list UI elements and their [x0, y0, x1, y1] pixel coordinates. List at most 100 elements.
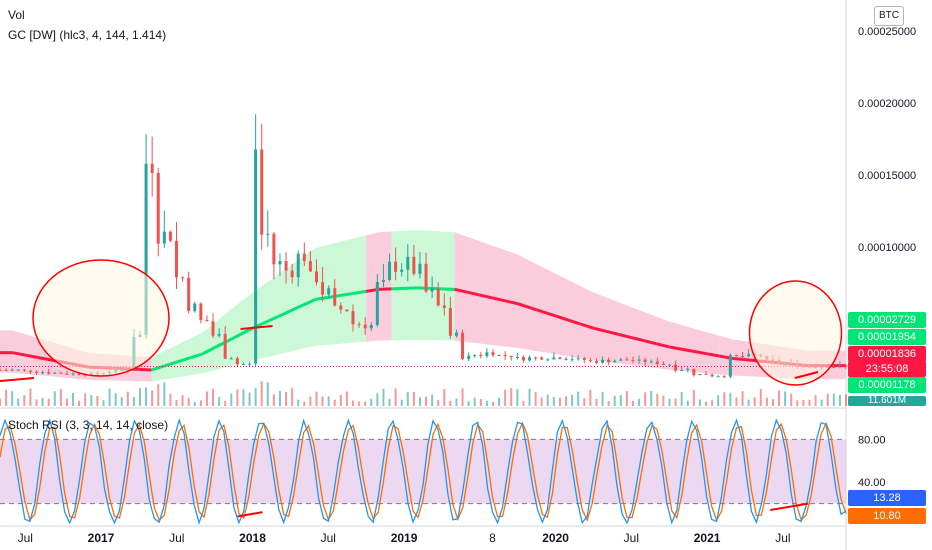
currency-badge[interactable]: BTC	[874, 6, 904, 26]
volume-bar	[0, 398, 1, 406]
stoch-d-label: 10.80	[848, 508, 926, 524]
candle-body	[582, 358, 586, 361]
candle-body	[369, 325, 373, 329]
volume-bar	[711, 400, 714, 406]
candle-body	[77, 373, 81, 375]
gc-band-segment	[454, 232, 468, 343]
gc-band-segment	[176, 338, 190, 378]
stoch-d-line	[0, 421, 847, 523]
candle-body	[747, 354, 751, 357]
candle-body	[601, 359, 605, 363]
volume-bar	[546, 394, 549, 406]
stoch-tick-label: 80.00	[858, 434, 886, 446]
candle-body	[521, 356, 525, 361]
stoch-tick-label: 40.00	[858, 477, 886, 489]
volume-bar	[741, 391, 744, 406]
volume-bar	[218, 396, 221, 406]
volume-bar	[11, 391, 14, 406]
candle-body	[223, 333, 227, 359]
candle-body	[503, 355, 507, 357]
volume-bar	[382, 388, 385, 406]
volume-bar	[717, 395, 720, 406]
volume-bar	[674, 398, 677, 406]
candle-body	[430, 288, 434, 292]
candle-body	[394, 261, 398, 272]
volume-bar	[212, 388, 215, 406]
price-tick-label: 0.00025000	[858, 26, 917, 38]
volume-bar	[72, 392, 75, 406]
gc-band-segment	[694, 328, 708, 374]
candle-body	[546, 359, 550, 361]
candle-body	[412, 256, 416, 274]
candle-body	[217, 333, 221, 336]
candle-body	[211, 321, 215, 336]
gc-basis-segment	[289, 303, 304, 313]
candle-body	[570, 359, 574, 361]
gc-basis-segment	[479, 293, 493, 300]
volume-bar	[205, 391, 208, 406]
candle-body	[357, 324, 361, 326]
gc-basis-segment	[732, 356, 746, 362]
gc-band-segment	[202, 322, 215, 374]
volume-bar	[224, 401, 227, 406]
legend-gc[interactable]: GC [DW] (hlc3, 4, 144, 1.414)	[8, 28, 167, 42]
volume-bar	[747, 399, 750, 406]
gc-basis-segment	[24, 353, 39, 359]
last-price-label: 0.00001836	[848, 346, 926, 362]
gc-band-segment	[568, 279, 581, 359]
gc-basis-segment	[12, 351, 26, 357]
price-tick-label: 0.00010000	[858, 242, 917, 254]
candle-body	[728, 355, 732, 377]
volume-bar	[388, 399, 391, 406]
candle-body	[22, 369, 26, 371]
candle-body	[339, 305, 343, 310]
legend-stoch-rsi[interactable]: Stoch RSI (3, 3, 14, 14, close)	[8, 418, 169, 432]
volume-bar	[47, 398, 50, 406]
gc-band-segment	[593, 292, 607, 362]
volume-bar	[102, 400, 105, 406]
candle-body	[156, 172, 160, 244]
volume-bar	[108, 388, 111, 406]
time-tick-label: 2017	[88, 531, 115, 545]
volume-bar	[485, 400, 488, 406]
gc-band-segment	[378, 231, 392, 341]
volume-bar	[467, 401, 470, 406]
gc-band-segment	[479, 241, 493, 346]
volume-bar	[236, 389, 239, 406]
candle-body	[418, 263, 422, 274]
gc-band-segment	[353, 235, 367, 343]
volume-bar	[735, 397, 738, 406]
candle-body	[844, 365, 848, 367]
price-tick-label: 0.00015000	[858, 170, 917, 182]
candle-body	[442, 305, 446, 308]
volume-bar	[796, 400, 799, 406]
gc-basis-segment	[163, 360, 178, 368]
gc-basis-segment	[454, 287, 468, 294]
volume-bar	[619, 395, 622, 406]
volume-bar	[638, 398, 641, 406]
volume-bar	[662, 395, 665, 406]
gc-basis-segment	[542, 310, 557, 318]
stoch-k-label: 13.28	[848, 490, 926, 506]
candle-body	[229, 358, 233, 360]
candle-body	[461, 332, 465, 359]
legend-vol[interactable]: Vol	[8, 8, 25, 22]
time-axis[interactable]: Jul 2017 Jul 2018 Jul 2019 8 2020 Jul 2021 Jul	[18, 531, 791, 545]
volume-bar	[406, 392, 409, 406]
gc-band-segment	[340, 238, 354, 344]
volume-bar	[138, 388, 141, 406]
volume-bar	[199, 400, 202, 406]
gc-band-segment	[12, 330, 26, 374]
candle-body	[10, 369, 14, 371]
gc-band-segment	[277, 265, 291, 355]
volume-bar	[266, 382, 269, 406]
time-tick-label: Jul	[18, 531, 33, 545]
candle-body	[558, 357, 562, 359]
candle-body	[467, 355, 471, 359]
candle-body	[406, 256, 410, 270]
volume-bar	[808, 399, 811, 406]
volume-bar	[345, 391, 348, 406]
candle-body	[674, 364, 678, 371]
gc-band-segment	[492, 245, 506, 347]
